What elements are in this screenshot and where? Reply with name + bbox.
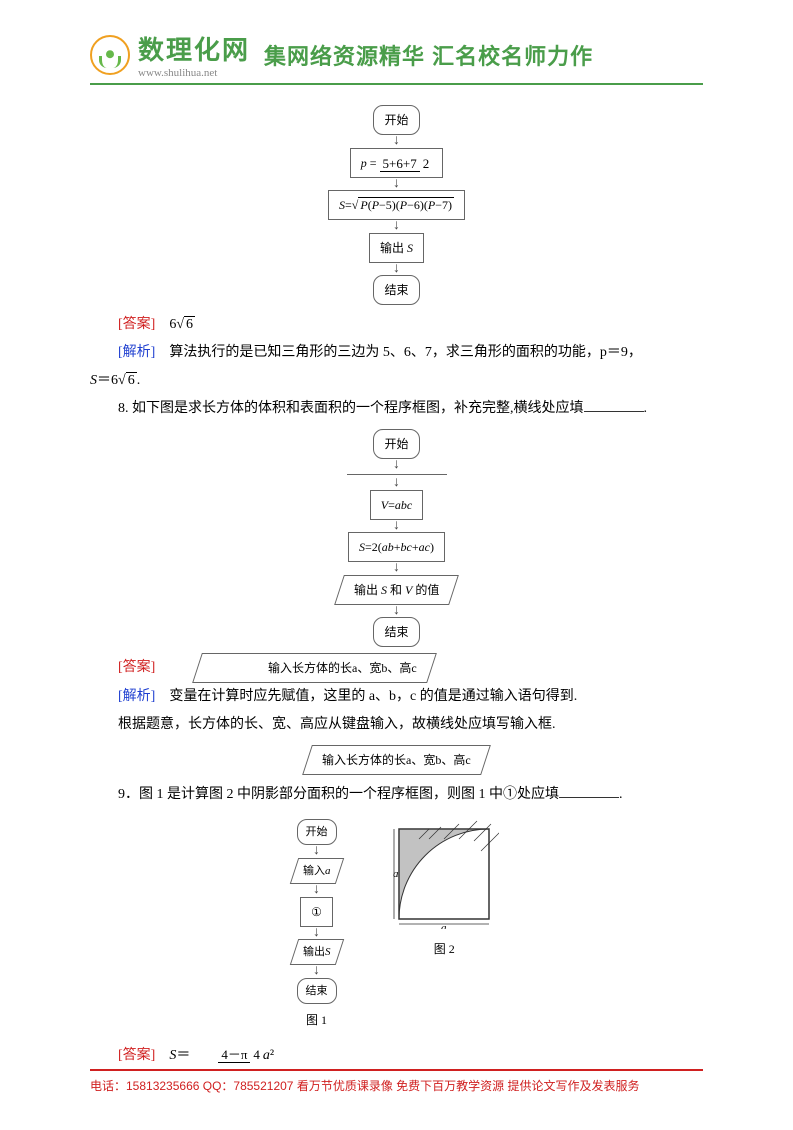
- flow-output: 输出 S 和 V 的值: [334, 575, 459, 605]
- blank-field: [584, 398, 644, 412]
- explain-7-line2: S＝6√6.: [90, 367, 703, 395]
- content-body: 开始 ↓ p = 5+6+72 ↓ S=√P(P−5)(P−6)(P−7) ↓ …: [90, 105, 703, 1070]
- answer-9: [答案] S＝4－π4a²: [90, 1042, 703, 1070]
- arrow-icon: ↓: [90, 562, 703, 575]
- arrow-icon: ↓: [90, 263, 703, 276]
- figure-9-shape: a a 图 2: [389, 819, 499, 961]
- flowchart-1: 开始 ↓ p = 5+6+72 ↓ S=√P(P−5)(P−6)(P−7) ↓ …: [90, 105, 703, 305]
- explain-8-line2: 根据题意，长方体的长、宽、高应从键盘输入，故横线处应填写输入框.: [90, 711, 703, 739]
- arrow-icon: ↓: [90, 459, 703, 472]
- arrow-icon: ↓: [90, 605, 703, 618]
- flow-step: S=2(ab+bc+ac): [348, 532, 445, 562]
- figure-9-flow: 开始 ↓ 输入a ↓ ① ↓ 输出S ↓ 结束 图 1: [294, 819, 340, 1031]
- answer-7: [答案] 6√6: [90, 311, 703, 339]
- shaded-region-icon: a a: [389, 819, 499, 929]
- question-9: 9．图 1 是计算图 2 中阴影部分面积的一个程序框图，则图 1 中①处应填.: [90, 781, 703, 809]
- arrow-icon: ↓: [90, 135, 703, 148]
- arrow-icon: ↓: [90, 220, 703, 233]
- flow-step: p = 5+6+72: [350, 148, 443, 178]
- flow-start: 开始: [373, 429, 419, 459]
- slogan: 集网络资源精华 汇名校名师力作: [264, 39, 593, 71]
- flow-step: S=√P(P−5)(P−6)(P−7): [328, 190, 465, 220]
- page-footer: 电话：15813235666 QQ：785521207 看万节优质课录像 免费下…: [90, 1069, 703, 1094]
- explain-7-line1: [解析] 算法执行的是已知三角形的三边为 5、6、7，求三角形的面积的功能，p＝…: [90, 339, 703, 367]
- brand-url: www.shulihua.net: [138, 67, 250, 79]
- explain-8-figure: 输入长方体的长a、宽b、高c: [90, 745, 703, 775]
- figure-9: 开始 ↓ 输入a ↓ ① ↓ 输出S ↓ 结束 图 1: [90, 819, 703, 1031]
- flow-output: 输出 S: [369, 233, 424, 263]
- svg-text:a: a: [441, 922, 447, 929]
- question-8: 8. 如下图是求长方体的体积和表面积的一个程序框图，补充完整,横线处应填.: [90, 395, 703, 423]
- arrow-icon: ↓: [90, 477, 703, 490]
- blank-field: [559, 784, 619, 798]
- arrow-icon: ↓: [90, 178, 703, 191]
- logo-icon: [90, 35, 130, 75]
- flowchart-2: 开始 ↓ ↓ V=abc ↓ S=2(ab+bc+ac) ↓ 输出 S 和 V …: [90, 429, 703, 647]
- flow-end: 结束: [373, 275, 419, 305]
- flow-start: 开始: [373, 105, 419, 135]
- logo-text: 数理化网 www.shulihua.net: [138, 30, 250, 79]
- brand-name: 数理化网: [138, 30, 250, 67]
- flow-end: 结束: [373, 617, 419, 647]
- input-parallelogram: 输入长方体的长a、宽b、高c: [302, 745, 490, 775]
- flow-step: V=abc: [370, 490, 423, 520]
- input-parallelogram: 输入长方体的长a、宽b、高c: [192, 653, 436, 683]
- explain-8-line1: [解析] 变量在计算时应先赋值，这里的 a、b，c 的值是通过输入语句得到.: [90, 683, 703, 711]
- answer-8: [答案] 输入长方体的长a、宽b、高c: [90, 653, 703, 683]
- page-header: 数理化网 www.shulihua.net 集网络资源精华 汇名校名师力作: [90, 30, 703, 85]
- arrow-icon: ↓: [90, 520, 703, 533]
